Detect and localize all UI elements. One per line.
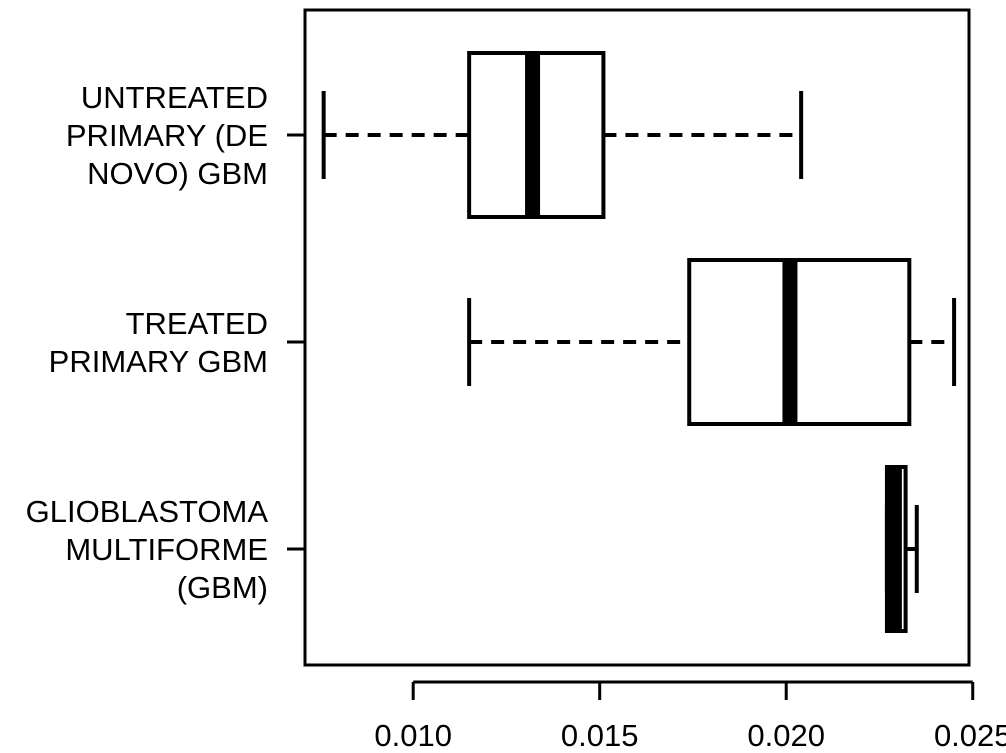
x-tick-label: 0.025 xyxy=(934,718,1006,753)
x-tick-label: 0.010 xyxy=(374,718,452,753)
box-iqr xyxy=(687,258,912,426)
category-label-2: PRIMARY GBM xyxy=(49,344,268,379)
box-group-3 xyxy=(884,465,919,633)
boxes-layer xyxy=(321,51,957,633)
category-label-1: UNTREATED xyxy=(81,80,268,115)
plot-frame xyxy=(303,8,971,667)
category-label-3: GLIOBLASTOMA xyxy=(26,494,269,529)
category-label-3: (GBM) xyxy=(177,570,268,605)
category-label-1: NOVO) GBM xyxy=(87,156,268,191)
box-group-2 xyxy=(467,258,957,426)
box-group-1 xyxy=(321,51,804,219)
x-axis: 0.010 0.015 0.020 0.025 xyxy=(374,680,1006,753)
x-tick-label: 0.015 xyxy=(561,718,639,753)
category-label-2: TREATED xyxy=(126,306,268,341)
category-label-1: PRIMARY (DE xyxy=(66,118,268,153)
category-label-3: MULTIFORME xyxy=(65,532,268,567)
x-tick-label: 0.020 xyxy=(747,718,825,753)
